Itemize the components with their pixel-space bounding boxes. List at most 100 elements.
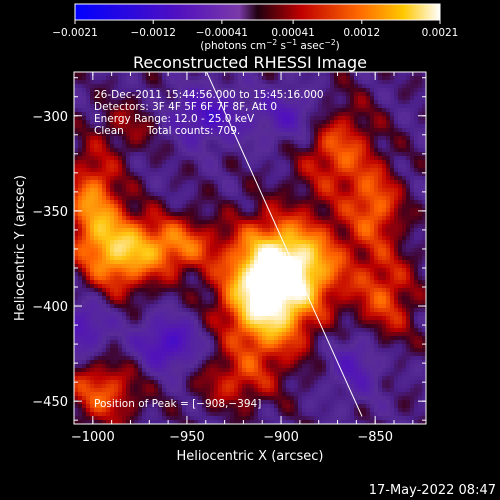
heatmap-cell: [78, 176, 82, 180]
heatmap-cell: [386, 88, 390, 92]
heatmap-cell: [394, 292, 398, 296]
heatmap-cell: [222, 276, 226, 280]
heatmap-cell: [98, 240, 102, 244]
heatmap-cell: [206, 200, 210, 204]
heatmap-cell: [270, 164, 274, 168]
heatmap-cell: [318, 252, 322, 256]
heatmap-cell: [418, 220, 422, 224]
heatmap-cell: [270, 140, 274, 144]
heatmap-cell: [366, 268, 370, 272]
heatmap-cell: [206, 224, 210, 228]
heatmap-cell: [318, 160, 322, 164]
heatmap-cell: [210, 120, 214, 124]
heatmap-cell: [374, 216, 378, 220]
heatmap-cell: [158, 144, 162, 148]
heatmap-cell: [298, 204, 302, 208]
heatmap-cell: [174, 100, 178, 104]
heatmap-cell: [410, 140, 414, 144]
heatmap-cell: [202, 144, 206, 148]
heatmap-cell: [382, 252, 386, 256]
heatmap-cell: [106, 224, 110, 228]
heatmap-cell: [398, 176, 402, 180]
heatmap-cell: [194, 164, 198, 168]
heatmap-cell: [114, 176, 118, 180]
heatmap-cell: [246, 124, 250, 128]
heatmap-cell: [170, 180, 174, 184]
heatmap-cell: [226, 236, 230, 240]
heatmap-cell: [242, 216, 246, 220]
heatmap-cell: [198, 168, 202, 172]
heatmap-cell: [250, 108, 254, 112]
heatmap-cell: [390, 96, 394, 100]
heatmap-cell: [170, 196, 174, 200]
heatmap-cell: [206, 160, 210, 164]
heatmap-cell: [362, 116, 366, 120]
heatmap-cell: [90, 232, 94, 236]
heatmap-cell: [234, 200, 238, 204]
heatmap-cell: [274, 136, 278, 140]
heatmap-cell: [74, 124, 78, 128]
heatmap-cell: [310, 100, 314, 104]
heatmap-cell: [290, 84, 294, 88]
heatmap-cell: [74, 280, 78, 284]
heatmap-cell: [134, 168, 138, 172]
heatmap-cell: [350, 92, 354, 96]
heatmap-cell: [286, 128, 290, 132]
heatmap-cell: [286, 212, 290, 216]
heatmap-cell: [310, 212, 314, 216]
heatmap-cell: [334, 280, 338, 284]
heatmap-cell: [306, 232, 310, 236]
heatmap-cell: [90, 144, 94, 148]
heatmap-cell: [322, 228, 326, 232]
heatmap-cell: [190, 276, 194, 280]
heatmap-cell: [366, 124, 370, 128]
heatmap-cell: [374, 244, 378, 248]
heatmap-cell: [146, 172, 150, 176]
heatmap-cell: [306, 228, 310, 232]
heatmap-cell: [234, 156, 238, 160]
heatmap-cell: [246, 188, 250, 192]
heatmap-cell: [198, 216, 202, 220]
heatmap-cell: [90, 236, 94, 240]
heatmap-cell: [114, 156, 118, 160]
heatmap-cell: [262, 272, 266, 276]
heatmap-cell: [286, 184, 290, 188]
heatmap-cell: [162, 84, 166, 88]
heatmap-cell: [398, 172, 402, 176]
heatmap-cell: [262, 152, 266, 156]
heatmap-cell: [314, 96, 318, 100]
heatmap-cell: [206, 212, 210, 216]
heatmap-cell: [302, 284, 306, 288]
heatmap-cell: [306, 144, 310, 148]
heatmap-cell: [394, 100, 398, 104]
heatmap-cell: [394, 152, 398, 156]
heatmap-cell: [102, 128, 106, 132]
heatmap-cell: [378, 200, 382, 204]
heatmap-cell: [334, 172, 338, 176]
heatmap-cell: [138, 156, 142, 160]
heatmap-cell: [278, 164, 282, 168]
heatmap-cell: [282, 112, 286, 116]
heatmap-cell: [366, 160, 370, 164]
heatmap-cell: [202, 216, 206, 220]
heatmap-cell: [122, 136, 126, 140]
heatmap-cell: [106, 112, 110, 116]
heatmap-cell: [298, 192, 302, 196]
heatmap-cell: [274, 172, 278, 176]
heatmap-cell: [134, 280, 138, 284]
heatmap-cell: [90, 76, 94, 80]
heatmap-cell: [322, 120, 326, 124]
heatmap-cell: [186, 204, 190, 208]
heatmap-cell: [206, 168, 210, 172]
heatmap-cell: [326, 280, 330, 284]
heatmap-cell: [266, 144, 270, 148]
heatmap-cell: [162, 220, 166, 224]
heatmap-cell: [114, 84, 118, 88]
heatmap-cell: [190, 196, 194, 200]
heatmap-cell: [154, 112, 158, 116]
heatmap-cell: [394, 240, 398, 244]
heatmap-cell: [138, 124, 142, 128]
heatmap-cell: [286, 188, 290, 192]
heatmap-cell: [398, 180, 402, 184]
heatmap-cell: [338, 92, 342, 96]
